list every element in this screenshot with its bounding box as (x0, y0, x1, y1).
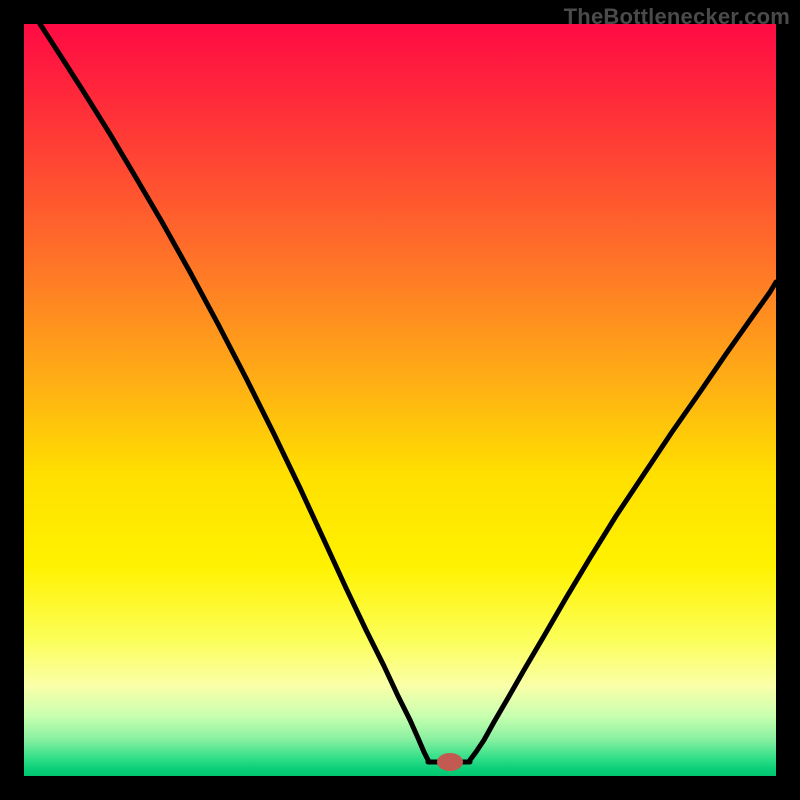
optimum-marker (437, 753, 463, 771)
chart-background (24, 24, 776, 776)
watermark-label: TheBottlenecker.com (564, 4, 790, 30)
bottleneck-chart (0, 0, 800, 800)
chart-container: TheBottlenecker.com (0, 0, 800, 800)
